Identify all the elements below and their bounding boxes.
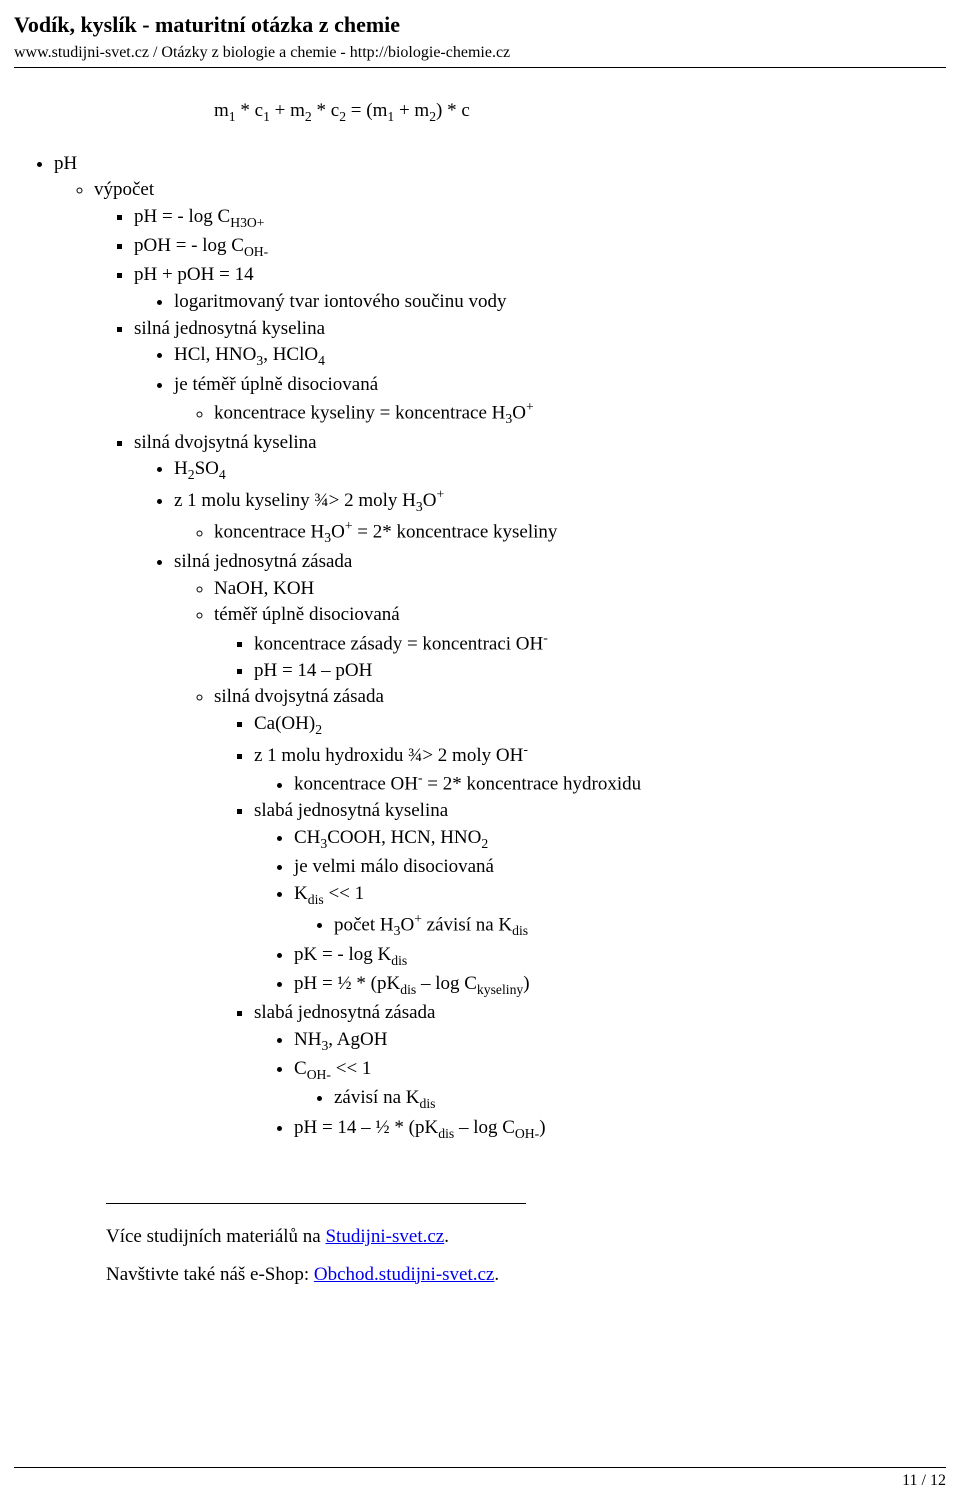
slaba-jed-kys-ex: CH3COOH, HCN, HNO2	[294, 825, 946, 853]
silna-jed-kys-ex: HCl, HNO3, HClO4	[174, 342, 946, 370]
slaba-jed-zas-coh: COH- << 1 závisí na Kdis	[294, 1056, 946, 1114]
silna-dvoj-zas-konc: koncentrace OH- = 2* koncentrace hydroxi…	[294, 769, 946, 797]
page-number: 11 / 12	[14, 1470, 946, 1492]
equation-top: m1 * c1 + m2 * c2 = (m1 + m2) * c	[214, 98, 946, 126]
silna-dvoj-kys-ex: H2SO4	[174, 456, 946, 484]
header-divider	[14, 67, 946, 68]
footer-divider	[14, 1467, 946, 1468]
slaba-jed-zas-label: slabá jednosytná zásada	[254, 1002, 435, 1023]
page-title: Vodík, kyslík - maturitní otázka z chemi…	[14, 10, 946, 40]
silna-dvoj-zas-molu: z 1 molu hydroxidu ¾> 2 moly OH- koncent…	[254, 740, 946, 797]
slaba-jed-kys: slabá jednosytná kyselina CH3COOH, HCN, …	[254, 798, 946, 999]
silna-jed-zas-disoc-text: téměř úplně disociovaná	[214, 604, 400, 625]
footer-line2-pre: Navštivte také náš e-Shop:	[106, 1264, 314, 1285]
slaba-jed-zas-coh-text: COH- << 1	[294, 1058, 371, 1079]
silna-dvoj-zas-ex: Ca(OH)2	[254, 711, 946, 739]
silna-jed-kys: silná jednosytná kyselina HCl, HNO3, HCl…	[134, 316, 946, 429]
slaba-jed-kys-disoc: je velmi málo disociovaná	[294, 854, 946, 880]
eq-sum-text: pH + pOH = 14	[134, 264, 254, 285]
link-studijni-svet[interactable]: Studijni-svet.cz	[325, 1226, 444, 1247]
slaba-jed-zas-ph: pH = 14 – ½ * (pKdis – log COH-)	[294, 1115, 946, 1143]
silna-dvoj-kys-konc: koncentrace H3O+ = 2* koncentrace kyseli…	[214, 517, 946, 548]
silna-dvoj-kys-molu-text: z 1 molu kyseliny ¾> 2 moly H3O+	[174, 490, 444, 511]
silna-jed-zas-label: silná jednosytná zásada	[174, 551, 352, 572]
silna-dvoj-zas-molu-text: z 1 molu hydroxidu ¾> 2 moly OH-	[254, 745, 528, 766]
content-list: pH výpočet pH = - log CH3O+ pOH = - log …	[14, 151, 946, 1143]
slaba-jed-kys-pk: pK = - log Kdis	[294, 942, 946, 970]
slaba-jed-kys-ph: pH = ½ * (pKdis – log Ckyseliny)	[294, 971, 946, 999]
footer-line-1: Více studijních materiálů na Studijni-sv…	[106, 1224, 946, 1250]
silna-jed-zas-disoc: téměř úplně disociovaná koncentrace zása…	[214, 602, 946, 683]
eq-ph: pH = - log CH3O+	[134, 204, 946, 232]
vypocet: výpočet pH = - log CH3O+ pOH = - log COH…	[94, 177, 946, 1143]
silna-jed-kys-disoc: je téměř úplně disociovaná koncentrace k…	[174, 372, 946, 429]
footer-line2-post: .	[494, 1264, 499, 1285]
slaba-jed-zas-ex: NH3, AgOH	[294, 1027, 946, 1055]
slaba-jed-kys-kdis-note: počet H3O+ závisí na Kdis	[334, 910, 946, 941]
footer-line1-pre: Více studijních materiálů na	[106, 1226, 325, 1247]
eq-sum: pH + pOH = 14 logaritmovaný tvar iontové…	[134, 262, 946, 314]
silna-dvoj-kys-label: silná dvojsytná kyselina	[134, 432, 317, 453]
slaba-jed-kys-kdis-text: Kdis << 1	[294, 883, 364, 904]
silna-jed-zas-ex: NaOH, KOH	[214, 576, 946, 602]
slaba-jed-kys-kdis: Kdis << 1 počet H3O+ závisí na Kdis	[294, 881, 946, 941]
section-divider	[106, 1203, 526, 1204]
slaba-jed-zas-coh-note: závisí na Kdis	[334, 1085, 946, 1113]
footer-line-2: Navštivte také náš e-Shop: Obchod.studij…	[106, 1262, 946, 1288]
link-obchod[interactable]: Obchod.studijni-svet.cz	[314, 1264, 494, 1285]
silna-dvoj-zas: silná dvojsytná zásada Ca(OH)2 z 1 molu …	[214, 684, 946, 1142]
silna-jed-zas-konc: koncentrace zásady = koncentraci OH-	[254, 629, 946, 657]
eq-poh: pOH = - log COH-	[134, 233, 946, 261]
silna-jed-kys-label: silná jednosytná kyselina	[134, 318, 325, 339]
silna-jed-zas: silná jednosytná zásada NaOH, KOH téměř …	[174, 549, 946, 1143]
silna-jed-kys-konc: koncentrace kyseliny = koncentrace H3O+	[214, 398, 946, 429]
footer-line1-post: .	[444, 1226, 449, 1247]
slaba-jed-zas: slabá jednosytná zásada NH3, AgOH COH- <…	[254, 1000, 946, 1143]
eq-sum-note: logaritmovaný tvar iontového součinu vod…	[174, 289, 946, 315]
page-subtitle: www.studijni-svet.cz / Otázky z biologie…	[14, 42, 946, 64]
silna-dvoj-kys-molu: z 1 molu kyseliny ¾> 2 moly H3O+ koncent…	[174, 486, 946, 548]
silna-jed-kys-disoc-text: je téměř úplně disociovaná	[174, 374, 378, 395]
slaba-jed-kys-label: slabá jednosytná kyselina	[254, 800, 448, 821]
ph-root-label: pH	[54, 153, 77, 174]
page-header: Vodík, kyslík - maturitní otázka z chemi…	[14, 10, 946, 68]
silna-jed-zas-ph: pH = 14 – pOH	[254, 658, 946, 684]
silna-dvoj-kys: silná dvojsytná kyselina H2SO4 z 1 molu …	[134, 430, 946, 1143]
silna-dvoj-zas-label: silná dvojsytná zásada	[214, 686, 384, 707]
vypocet-label: výpočet	[94, 179, 154, 200]
ph-root: pH výpočet pH = - log CH3O+ pOH = - log …	[54, 151, 946, 1143]
footer-links: Více studijních materiálů na Studijni-sv…	[106, 1224, 946, 1287]
